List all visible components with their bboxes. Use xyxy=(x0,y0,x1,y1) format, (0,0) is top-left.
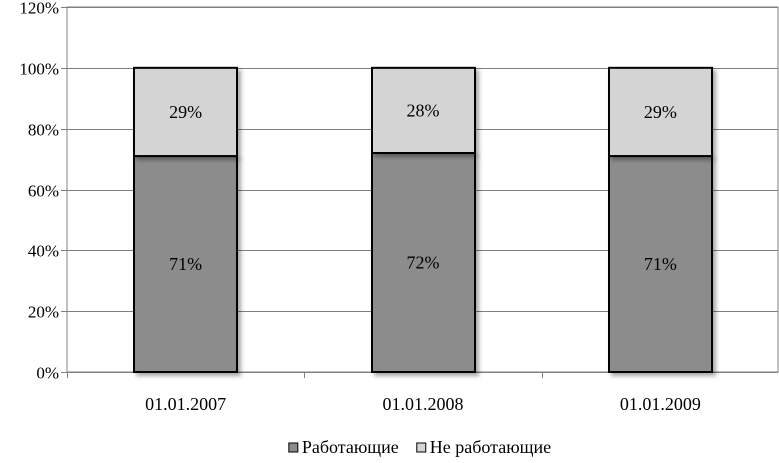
data-label: 29% xyxy=(644,102,677,122)
data-labels: 71% 29% 72% 28% 71% 29% xyxy=(169,100,677,274)
bar-segment-not-working xyxy=(371,66,476,154)
legend-swatch xyxy=(416,442,427,453)
y-tick-label: 120% xyxy=(19,0,59,18)
bars xyxy=(133,66,713,373)
bar-segment-working xyxy=(371,152,476,373)
bar-segment-not-working xyxy=(133,66,238,158)
data-label: 29% xyxy=(169,102,202,122)
y-tick-label: 60% xyxy=(28,182,59,201)
y-tick-label: 20% xyxy=(28,303,59,322)
legend-swatch xyxy=(288,442,299,453)
legend-item-working: Работающие xyxy=(288,437,399,457)
y-tick-label: 100% xyxy=(19,60,59,79)
x-tick-label: 01.01.2008 xyxy=(383,394,464,414)
legend: Работающие Не работающие xyxy=(288,437,551,457)
y-tick-label: 0% xyxy=(36,364,59,383)
y-tick-label: 40% xyxy=(28,242,59,261)
data-label: 71% xyxy=(644,254,677,274)
data-label: 28% xyxy=(407,100,440,120)
y-tick-label: 80% xyxy=(28,121,59,140)
legend-item-not-working: Не работающие xyxy=(416,437,551,457)
x-tick-label: 01.01.2009 xyxy=(620,394,701,414)
data-label: 72% xyxy=(407,253,440,273)
data-label: 71% xyxy=(169,254,202,274)
x-tick-label: 01.01.2007 xyxy=(145,394,226,414)
bar-segment-not-working xyxy=(608,66,713,158)
legend-label: Не работающие xyxy=(430,437,551,457)
legend-label: Работающие xyxy=(302,437,399,457)
